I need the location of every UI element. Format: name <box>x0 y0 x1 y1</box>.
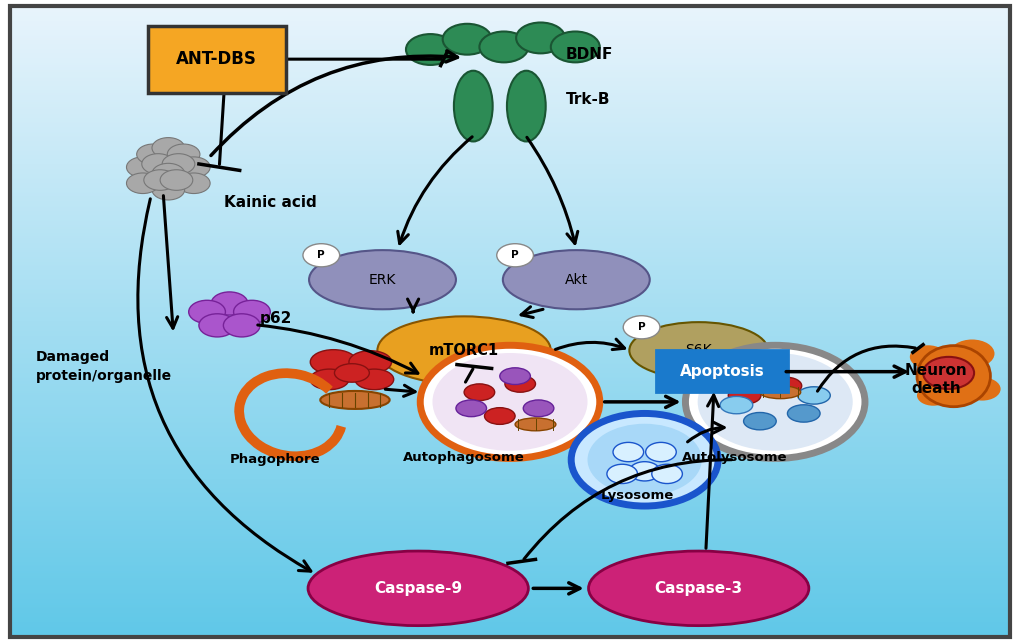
Circle shape <box>420 345 599 458</box>
Text: P: P <box>317 250 325 260</box>
Ellipse shape <box>310 350 357 374</box>
Ellipse shape <box>484 408 515 424</box>
Circle shape <box>406 34 454 65</box>
Text: Autophagosome: Autophagosome <box>403 451 525 464</box>
Circle shape <box>199 314 235 337</box>
Text: Caspase-3: Caspase-3 <box>654 581 742 596</box>
Text: P: P <box>511 250 519 260</box>
Ellipse shape <box>504 376 535 392</box>
Ellipse shape <box>629 322 767 379</box>
Text: P: P <box>637 322 645 332</box>
Circle shape <box>697 353 852 451</box>
Ellipse shape <box>310 369 348 390</box>
Circle shape <box>571 413 717 506</box>
Text: p62: p62 <box>260 311 292 326</box>
Circle shape <box>922 357 973 389</box>
Ellipse shape <box>759 386 800 399</box>
Circle shape <box>949 340 994 368</box>
Ellipse shape <box>502 250 649 309</box>
Ellipse shape <box>797 386 829 404</box>
Text: Apoptosis: Apoptosis <box>679 364 764 379</box>
Circle shape <box>651 464 682 484</box>
Circle shape <box>432 353 587 451</box>
Text: Damaged
protein/organelle: Damaged protein/organelle <box>36 350 171 383</box>
Ellipse shape <box>515 418 555 431</box>
Text: Trk-B: Trk-B <box>566 92 610 107</box>
Text: S6K: S6K <box>685 343 711 358</box>
Ellipse shape <box>719 396 752 414</box>
Ellipse shape <box>499 368 530 385</box>
Circle shape <box>587 424 701 496</box>
Ellipse shape <box>787 405 819 422</box>
Circle shape <box>144 170 176 190</box>
Ellipse shape <box>588 551 808 626</box>
Text: BDNF: BDNF <box>566 47 612 62</box>
Ellipse shape <box>506 71 545 141</box>
Circle shape <box>142 154 174 174</box>
Text: Lysosome: Lysosome <box>600 489 674 502</box>
Circle shape <box>909 345 946 368</box>
Circle shape <box>189 300 225 323</box>
Ellipse shape <box>309 250 455 309</box>
Circle shape <box>442 24 491 55</box>
FancyBboxPatch shape <box>655 350 788 392</box>
Ellipse shape <box>334 364 369 382</box>
Text: Phagophore: Phagophore <box>230 453 320 466</box>
Ellipse shape <box>523 400 553 417</box>
Ellipse shape <box>348 350 391 374</box>
Circle shape <box>137 144 169 165</box>
Ellipse shape <box>320 391 389 409</box>
Ellipse shape <box>453 71 492 141</box>
Circle shape <box>177 173 210 194</box>
Circle shape <box>160 170 193 190</box>
Text: Akt: Akt <box>565 273 587 287</box>
Circle shape <box>126 173 159 194</box>
Circle shape <box>152 179 184 200</box>
Text: ANT-DBS: ANT-DBS <box>176 51 257 68</box>
Circle shape <box>126 157 159 177</box>
Ellipse shape <box>464 384 494 401</box>
Circle shape <box>963 377 1000 401</box>
Text: mTORC1: mTORC1 <box>429 343 498 358</box>
Circle shape <box>167 144 200 165</box>
Circle shape <box>606 464 637 484</box>
Circle shape <box>211 292 248 315</box>
FancyBboxPatch shape <box>148 26 285 93</box>
Text: Caspase-9: Caspase-9 <box>374 581 462 596</box>
Circle shape <box>152 138 184 158</box>
Ellipse shape <box>728 386 760 404</box>
Ellipse shape <box>743 413 775 430</box>
Circle shape <box>612 442 643 462</box>
Ellipse shape <box>308 551 528 626</box>
Text: Neuron
death: Neuron death <box>904 363 967 396</box>
Ellipse shape <box>768 377 801 394</box>
Ellipse shape <box>355 369 393 390</box>
Circle shape <box>177 157 210 177</box>
Circle shape <box>629 462 659 481</box>
Circle shape <box>233 300 270 323</box>
Circle shape <box>623 316 659 339</box>
Circle shape <box>645 442 676 462</box>
Ellipse shape <box>455 400 486 417</box>
Circle shape <box>303 244 339 267</box>
Ellipse shape <box>377 316 550 385</box>
Circle shape <box>550 32 599 62</box>
Circle shape <box>916 385 949 406</box>
Circle shape <box>152 163 184 184</box>
Circle shape <box>685 345 864 458</box>
Circle shape <box>496 244 533 267</box>
Circle shape <box>516 23 565 53</box>
Text: ERK: ERK <box>369 273 395 287</box>
Circle shape <box>162 154 195 174</box>
Text: Kainic acid: Kainic acid <box>224 195 317 210</box>
Ellipse shape <box>916 346 989 407</box>
Text: Autolysosome: Autolysosome <box>681 451 787 464</box>
Circle shape <box>479 32 528 62</box>
Circle shape <box>223 314 260 337</box>
